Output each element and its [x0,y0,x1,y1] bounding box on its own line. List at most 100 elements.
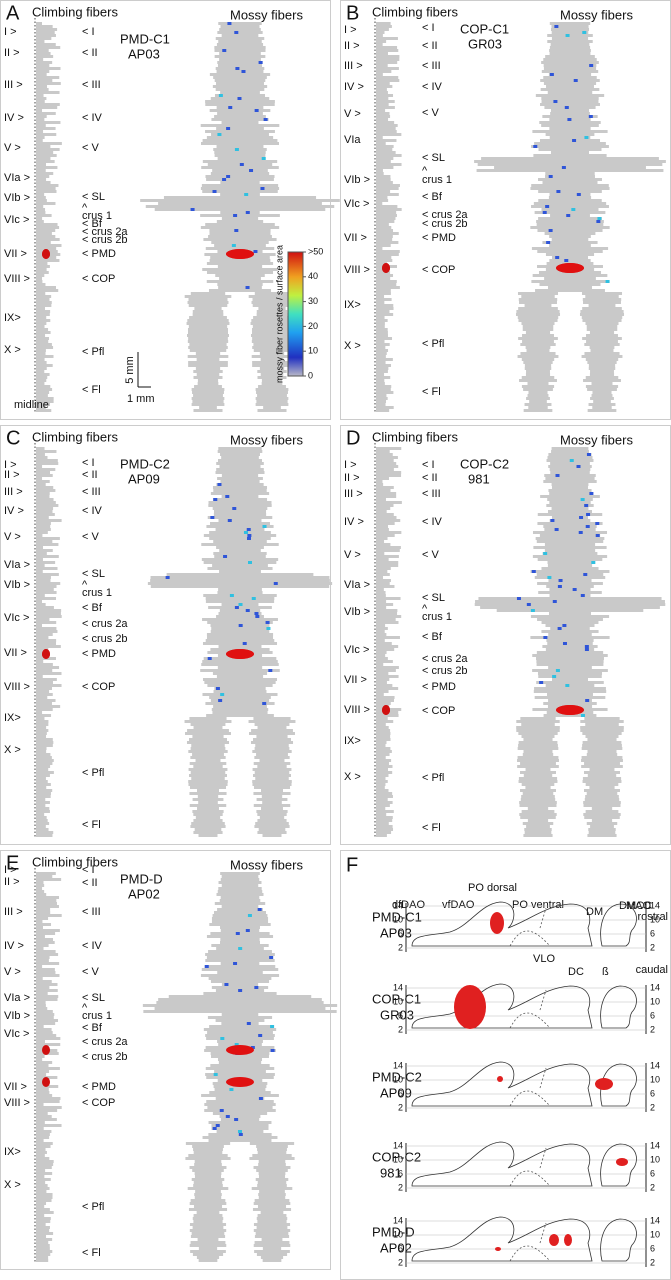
mossy-strip [207,567,273,570]
climbing-strip [36,890,45,893]
climbing-strip [376,310,390,313]
climbing-strip [36,265,50,268]
mossy-strip [205,597,275,600]
mossy-strip [189,774,227,777]
mossy-strip [261,379,283,382]
climbing-strip [36,627,57,630]
mossy-strip [259,759,285,762]
climbing-strip [36,543,59,546]
mossy-speck [270,1025,275,1028]
climbing-strip [36,1202,47,1205]
climbing-strip [36,22,43,25]
climbing-strip [376,564,399,567]
mossy-strip [261,1238,283,1241]
mossy-strip [218,1061,262,1064]
mossy-strip [184,720,232,723]
y-tick-label: 14 [650,900,660,910]
mossy-strip [187,301,229,304]
climbing-strip [36,1253,51,1256]
mossy-strip [525,373,551,376]
mossy-strip [544,277,596,280]
mossy-strip [256,810,288,813]
mossy-speck [596,220,601,223]
mossy-speck [526,603,531,606]
mossy-strip [217,112,263,115]
lobule-label: VIb > [4,579,30,591]
case-id: GR03 [468,36,502,51]
mossy-strip [211,920,269,923]
mossy-speck [586,513,591,516]
lobule-label: II > [4,876,20,888]
mossy-strip [258,385,286,388]
mossy-strip [260,373,284,376]
mossy-strip [517,355,559,358]
region-label: ^ [82,202,88,214]
mossy-strip [532,555,608,558]
y-tick-label: 10 [393,914,403,924]
climbing-strip [376,343,390,346]
mossy-strip [218,40,262,43]
mossy-strip [548,666,592,669]
mossy-strip [206,178,274,181]
mossy-strip [520,816,556,819]
mossy-strip [252,325,292,328]
mossy-strip [215,274,265,277]
mossy-strip [254,756,290,759]
region-label: < V [422,549,439,561]
mossy-strip [194,307,222,310]
left-title: Climbing fibers [372,4,458,19]
climbing-strip [376,492,397,495]
mossy-strip [197,382,219,385]
mossy-strip [158,202,322,205]
climbing-strip [376,157,394,160]
mossy-speck [516,597,521,600]
mossy-strip [258,1172,286,1175]
mossy-strip [205,1073,275,1076]
climbing-strip [376,705,390,708]
mossy-strip [251,334,293,337]
climbing-strip [376,537,388,540]
climbing-strip [36,456,48,459]
mossy-strip [206,136,274,139]
mossy-strip [516,726,560,729]
mossy-strip [551,516,589,519]
mossy-strip [589,346,615,349]
climbing-strip [376,504,394,507]
mossy-strip [543,58,597,61]
mossy-strip [216,127,264,130]
mossy-strip [547,642,593,645]
climbing-strip [36,349,46,352]
mossy-strip [474,603,666,606]
climbing-strip [36,630,58,633]
mossy-strip [214,1088,266,1091]
mossy-strip [212,1112,268,1115]
mossy-strip [252,780,292,783]
mossy-strip [549,46,591,49]
mossy-strip [211,1127,269,1130]
region-label: < crus 2b [422,665,468,677]
climbing-strip [376,370,388,373]
mossy-strip [546,639,594,642]
climbing-strip [36,1118,57,1121]
mossy-strip [524,828,552,831]
mossy-strip [543,82,597,85]
lobule-label: I > [4,26,17,38]
mossy-strip [478,597,662,600]
mossy-speck [548,175,553,178]
mossy-speck [273,582,278,585]
region-label: < Bf [82,602,103,614]
mossy-strip [215,1019,265,1022]
mossy-strip [211,1124,269,1127]
mossy-speck [557,585,562,588]
mossy-strip [218,588,262,591]
climbing-strip [376,319,388,322]
lobule-label: IV > [4,112,24,124]
mossy-strip [523,409,553,412]
mossy-strip [215,528,265,531]
mossy-strip [209,73,271,76]
climbing-strip [36,798,46,801]
climbing-strip [376,795,393,798]
olive-outline [600,985,637,1029]
mossy-strip [192,1217,224,1220]
climbing-strip [36,1109,58,1112]
